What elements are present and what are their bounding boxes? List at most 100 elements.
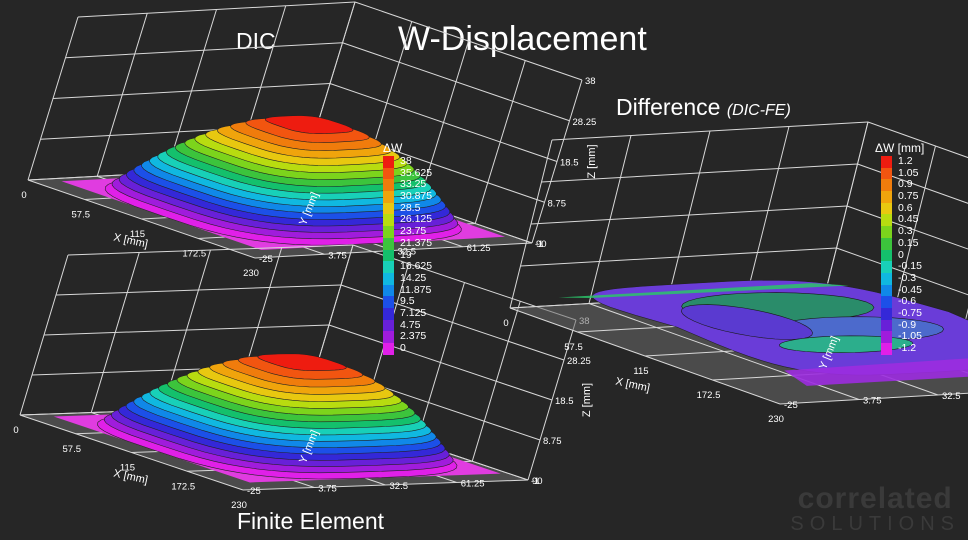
- grid-line: [328, 324, 553, 401]
- colorbar-row: -0.9: [881, 319, 924, 332]
- difference-title-main: Difference: [616, 94, 727, 120]
- colorbar-label: 0.9: [898, 178, 913, 191]
- colorbar-row: 0.9: [881, 178, 924, 192]
- x-tick-label: 230: [231, 500, 247, 511]
- colorbar-swatch: [383, 167, 394, 180]
- fe-title: Finite Element: [237, 508, 385, 534]
- colorbar-swatch: [383, 191, 394, 203]
- grid-line: [857, 163, 968, 204]
- colorbar-label: 0.15: [898, 236, 919, 249]
- x-tick-label: 57.5: [72, 210, 91, 221]
- colorbar-swatch: [383, 307, 394, 320]
- colorbar-title: ΔW: [383, 141, 403, 155]
- colorbar-swatch: [383, 296, 394, 308]
- x-tick-label: 230: [768, 414, 784, 425]
- colorbar-row: -0.3: [881, 271, 924, 285]
- colorbar-label: 4.75: [400, 318, 421, 331]
- colorbar-label: 0.75: [898, 190, 919, 203]
- z-tick-label: -1: [535, 239, 543, 250]
- x-tick-label: 172.5: [182, 249, 206, 260]
- colorbar-swatch: [881, 249, 892, 262]
- colorbar-swatch: [881, 331, 892, 343]
- colorbar-swatch: [881, 319, 892, 332]
- y-tick-label: 61.25: [467, 243, 491, 254]
- y-tick-label: 32.5: [398, 247, 417, 258]
- colorbar-swatch: [881, 272, 892, 285]
- grid-line: [43, 324, 330, 336]
- colorbar-row: 26.125: [383, 214, 432, 227]
- colorbar-swatch: [881, 343, 892, 355]
- z-tick-label: 28.25: [567, 356, 591, 367]
- colorbar-label: 9.5: [400, 295, 415, 308]
- colorbar-swatch: [881, 226, 892, 238]
- colorbar-swatch: [383, 226, 394, 238]
- colorbar-swatch: [383, 202, 394, 215]
- colorbar-label: -0.75: [898, 306, 922, 319]
- colorbar-label: -0.45: [898, 283, 922, 296]
- colorbar-label: 30.875: [400, 190, 433, 203]
- z-axis-label: Z [mm]: [581, 383, 593, 417]
- z-tick-label: 8.75: [548, 198, 567, 209]
- colorbar-label: -0.6: [898, 295, 917, 308]
- x-tick-label: 0: [21, 190, 26, 201]
- colorbar-label: 14.25: [400, 271, 427, 284]
- grid-line: [746, 126, 790, 295]
- x-axis-label: X [mm]: [614, 376, 651, 395]
- colorbar-swatch: [383, 214, 394, 227]
- colorbar-swatch: [383, 249, 394, 262]
- colorbar-row: -0.75: [881, 306, 924, 320]
- difference-title: Difference (DIC-FE): [616, 94, 791, 121]
- colorbar-row: 0: [881, 249, 924, 262]
- grid-line: [531, 79, 583, 244]
- plot-2: 057.5115172.5230-253.7532.561.2590-18.75…: [503, 121, 968, 425]
- colorbar-label: -0.15: [898, 260, 922, 273]
- colorbar-row: 19: [383, 249, 432, 262]
- colorbar-row: 4.75: [383, 318, 432, 332]
- colorbar-row: 0.3: [881, 225, 924, 238]
- y-tick-label: 3.75: [328, 250, 347, 261]
- grid-line: [551, 121, 869, 141]
- grid-line: [340, 284, 565, 361]
- colorbar-swatch: [881, 307, 892, 320]
- grid-line: [867, 121, 968, 159]
- colorbar-label: 21.375: [400, 236, 433, 249]
- company-logo: correlated SOLUTIONS: [790, 484, 960, 535]
- colorbar-swatch: [881, 237, 892, 250]
- colorbar-row: 23.75: [383, 225, 432, 238]
- x-tick-label: 0: [13, 425, 18, 436]
- y-tick-label: 32.5: [942, 391, 961, 402]
- grid-line: [779, 392, 968, 405]
- colorbar-label: -0.3: [898, 271, 917, 284]
- colorbar-swatch: [383, 156, 394, 168]
- colorbar-label: 33.25: [400, 178, 427, 191]
- colorbar-label: 0.45: [898, 213, 919, 226]
- colorbar-label: 0: [400, 342, 406, 354]
- colorbar-swatch: [881, 202, 892, 215]
- logo-subtitle: SOLUTIONS: [790, 513, 960, 535]
- plot-0: 0 57.5 115 172.5 230-25 3.75 32.5 61.25 90-1 8.75…: [21, 1, 598, 279]
- surface-region: [558, 283, 849, 299]
- colorbar-label: 11.875: [400, 283, 432, 296]
- colorbar-swatch: [881, 284, 892, 297]
- x-tick-label: 230: [243, 268, 259, 279]
- colorbar-swatch: [383, 261, 394, 273]
- grid-line: [530, 205, 848, 225]
- grid-line: [55, 284, 342, 296]
- grid-line: [474, 60, 526, 224]
- z-tick-label: 38: [585, 76, 596, 87]
- colorbar-label: 23.75: [400, 225, 427, 238]
- x-tick-label: 115: [120, 463, 135, 474]
- colorbar-row: 35.625: [383, 167, 432, 180]
- grid-line: [825, 121, 869, 291]
- colorbar-row: 30.875: [383, 190, 433, 203]
- colorbar-label: -1.05: [898, 330, 922, 343]
- x-axis-label: X [mm]: [112, 468, 149, 487]
- z-axis-label: Z [mm]: [586, 144, 598, 178]
- grid-line: [342, 42, 570, 122]
- colorbar-swatch: [881, 156, 892, 168]
- colorbar-row: 38: [383, 155, 432, 168]
- colorbar-label: 1.05: [898, 166, 919, 179]
- colorbar-label: 0.6: [898, 201, 913, 214]
- colorbar-row: -0.15: [881, 260, 924, 273]
- colorbar-label: -1.2: [898, 342, 917, 354]
